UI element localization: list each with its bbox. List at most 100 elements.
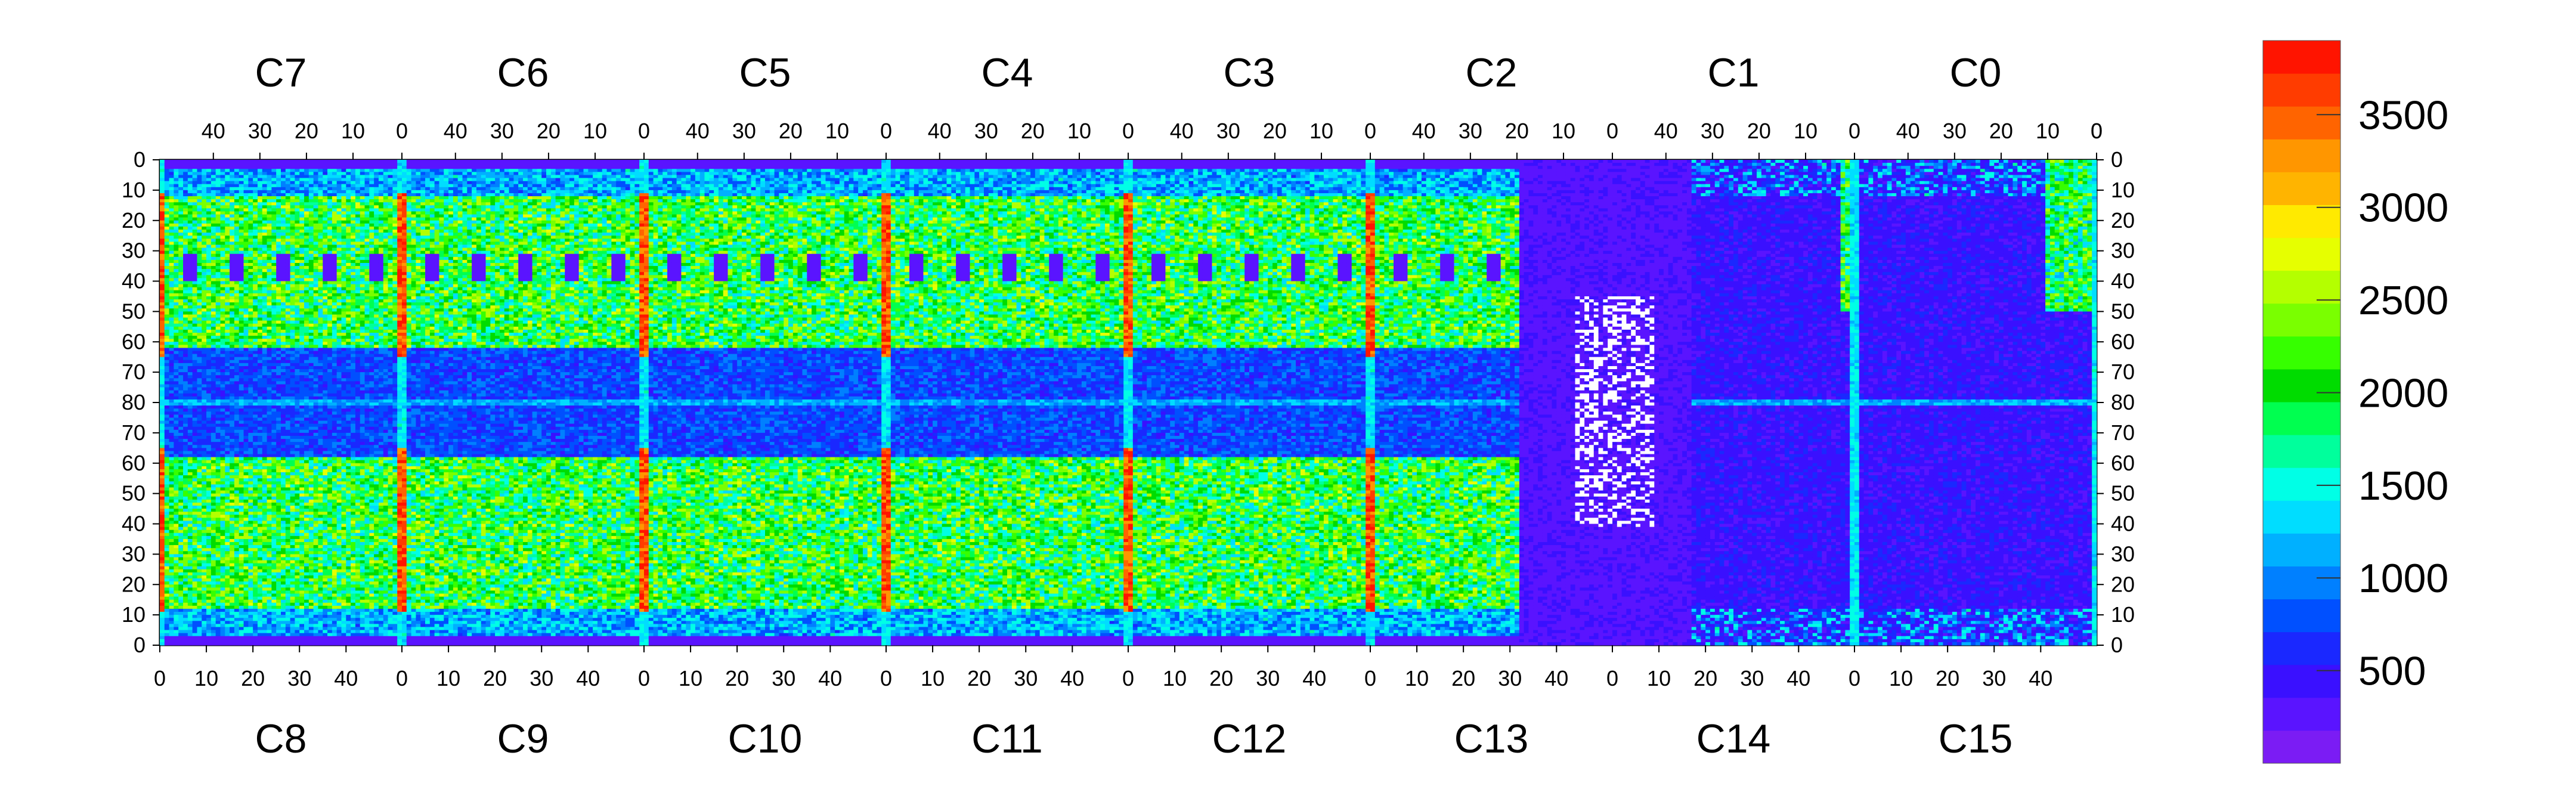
heatmap-cell [193,351,197,354]
heatmap-cell [183,296,188,299]
heatmap-cell [160,296,165,299]
heatmap-cell [165,199,169,202]
heatmap-cell [160,478,165,481]
heatmap-cell [169,336,174,339]
heatmap-cell [174,621,178,624]
heatmap-cell [206,272,211,275]
heatmap-cell [183,224,188,227]
heatmap-cell [193,160,197,163]
heatmap-cell [174,221,178,224]
heatmap-cell [178,509,183,512]
heatmap-cell [188,417,193,420]
heatmap-cell [178,199,183,202]
heatmap-cell [178,411,183,414]
heatmap-cell [178,190,183,193]
heatmap-cell [160,181,165,184]
heatmap-cell [197,633,202,636]
heatmap-cell [206,339,211,342]
heatmap-cell [165,293,169,296]
heatmap-cell [174,587,178,590]
heatmap-cell [193,333,197,336]
heatmap-cell [188,436,193,439]
heatmap-cell [174,405,178,408]
heatmap-cell [193,321,197,324]
heatmap-cell [211,272,216,275]
heatmap-cell [169,354,174,357]
heatmap-cell [202,272,206,275]
heatmap-cell [160,227,165,230]
heatmap-cell [197,603,202,606]
heatmap-cell [183,639,188,642]
heatmap-cell [193,381,197,384]
heatmap-cell [206,521,211,524]
heatmap-cell [178,533,183,536]
heatmap-cell [169,196,174,199]
heatmap-cell [197,375,202,378]
heatmap-cell [165,506,169,509]
heatmap-cell [202,175,206,178]
heatmap-cell [202,606,206,609]
heatmap-cell [188,351,193,354]
heatmap-cell [183,366,188,369]
heatmap-cell [193,484,197,487]
heatmap-cell [193,269,197,272]
heatmap-cell [165,594,169,597]
heatmap-cell [193,230,197,233]
heatmap-cell [206,642,211,645]
heatmap-cell [206,302,211,305]
heatmap-cell [188,236,193,239]
heatmap-cell [202,466,206,469]
heatmap-cell [193,561,197,564]
heatmap-cell [206,354,211,357]
heatmap-cell [178,439,183,442]
heatmap-cell [174,233,178,236]
heatmap-cell [174,557,178,560]
heatmap-cell [169,615,174,618]
heatmap-cell [169,211,174,214]
heatmap-cell [193,348,197,351]
heatmap-cell [169,539,174,542]
heatmap-cell [169,533,174,536]
heatmap-cell [183,612,188,615]
heatmap-cell [211,230,216,233]
heatmap-cell [202,442,206,445]
heatmap-cell [202,321,206,324]
heatmap-cell [202,388,206,391]
heatmap-cell [174,166,178,169]
heatmap-cell [202,400,206,402]
heatmap-cell [202,439,206,442]
heatmap-cell [174,278,178,281]
heatmap-cell [165,348,169,351]
heatmap-cell [193,615,197,618]
heatmap-cell [202,457,206,460]
heatmap-cell [193,636,197,639]
heatmap-cell [178,233,183,236]
heatmap-cell [165,417,169,420]
heatmap-cell [188,230,193,233]
heatmap-cell [178,494,183,497]
heatmap-cell [197,457,202,460]
heatmap-cell [183,542,188,545]
heatmap-cell [160,251,165,254]
heatmap-cell [183,494,188,497]
heatmap-cell [183,590,188,593]
heatmap-cell [178,566,183,569]
heatmap-cell [202,636,206,639]
heatmap-cell [188,484,193,487]
heatmap-cell [174,478,178,481]
heatmap-cell [183,269,188,272]
heatmap-cell [160,160,165,163]
heatmap-cell [193,612,197,615]
heatmap-cell [193,248,197,251]
heatmap-cell [169,472,174,475]
heatmap-cell [183,378,188,381]
heatmap-cell [197,254,202,257]
heatmap-cell [202,230,206,233]
heatmap-cell [160,224,165,227]
heatmap-cell [169,342,174,345]
heatmap-cell [178,178,183,181]
heatmap-cell [169,366,174,369]
heatmap-cell [178,314,183,317]
heatmap-cell [188,266,193,269]
heatmap-cell [193,581,197,584]
